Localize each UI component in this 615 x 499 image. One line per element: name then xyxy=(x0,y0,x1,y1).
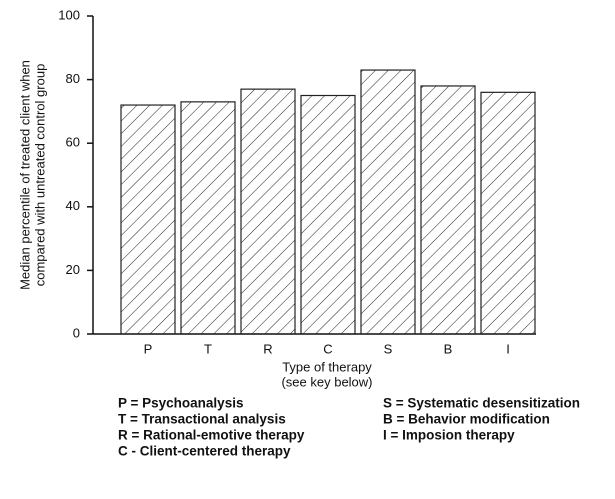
y-axis-title: Median percentile of treated client when… xyxy=(17,60,47,290)
y-tick-label: 40 xyxy=(66,198,80,213)
x-tick-label: S xyxy=(384,341,393,356)
key-entry: R = Rational-emotive therapy xyxy=(118,428,305,443)
y-tick-label: 80 xyxy=(66,71,80,86)
x-tick-label: T xyxy=(204,341,212,356)
bar xyxy=(480,91,536,335)
key-entry: C - Client-centered therapy xyxy=(118,444,291,459)
y-axis-title-line: compared with untreated control group xyxy=(32,64,47,287)
bar xyxy=(120,104,176,335)
bar xyxy=(360,69,416,335)
x-axis-title: Type of therapy xyxy=(282,359,372,374)
bar xyxy=(420,85,476,335)
y-axis-title-line: Median percentile of treated client when xyxy=(17,60,32,290)
bar xyxy=(300,94,356,335)
bar xyxy=(180,101,236,335)
x-tick-label: R xyxy=(263,341,272,356)
x-tick-label: P xyxy=(144,341,153,356)
y-tick-label: 20 xyxy=(66,262,80,277)
y-tick-label: 60 xyxy=(66,135,80,150)
key-entry: B = Behavior modification xyxy=(383,412,550,427)
y-tick-label: 0 xyxy=(73,325,80,340)
x-tick-label: C xyxy=(323,341,332,356)
x-tick-label: I xyxy=(506,341,510,356)
key-entry: S = Systematic desensitization xyxy=(383,396,580,411)
key-entry: I = Imposion therapy xyxy=(383,428,515,443)
x-tick-label: B xyxy=(444,341,453,356)
key-entry: T = Transactional analysis xyxy=(118,412,286,427)
key-entry: P = Psychoanalysis xyxy=(118,396,243,411)
bar xyxy=(240,88,296,335)
y-tick-label: 100 xyxy=(58,7,80,22)
x-axis-subtitle: (see key below) xyxy=(281,374,372,389)
